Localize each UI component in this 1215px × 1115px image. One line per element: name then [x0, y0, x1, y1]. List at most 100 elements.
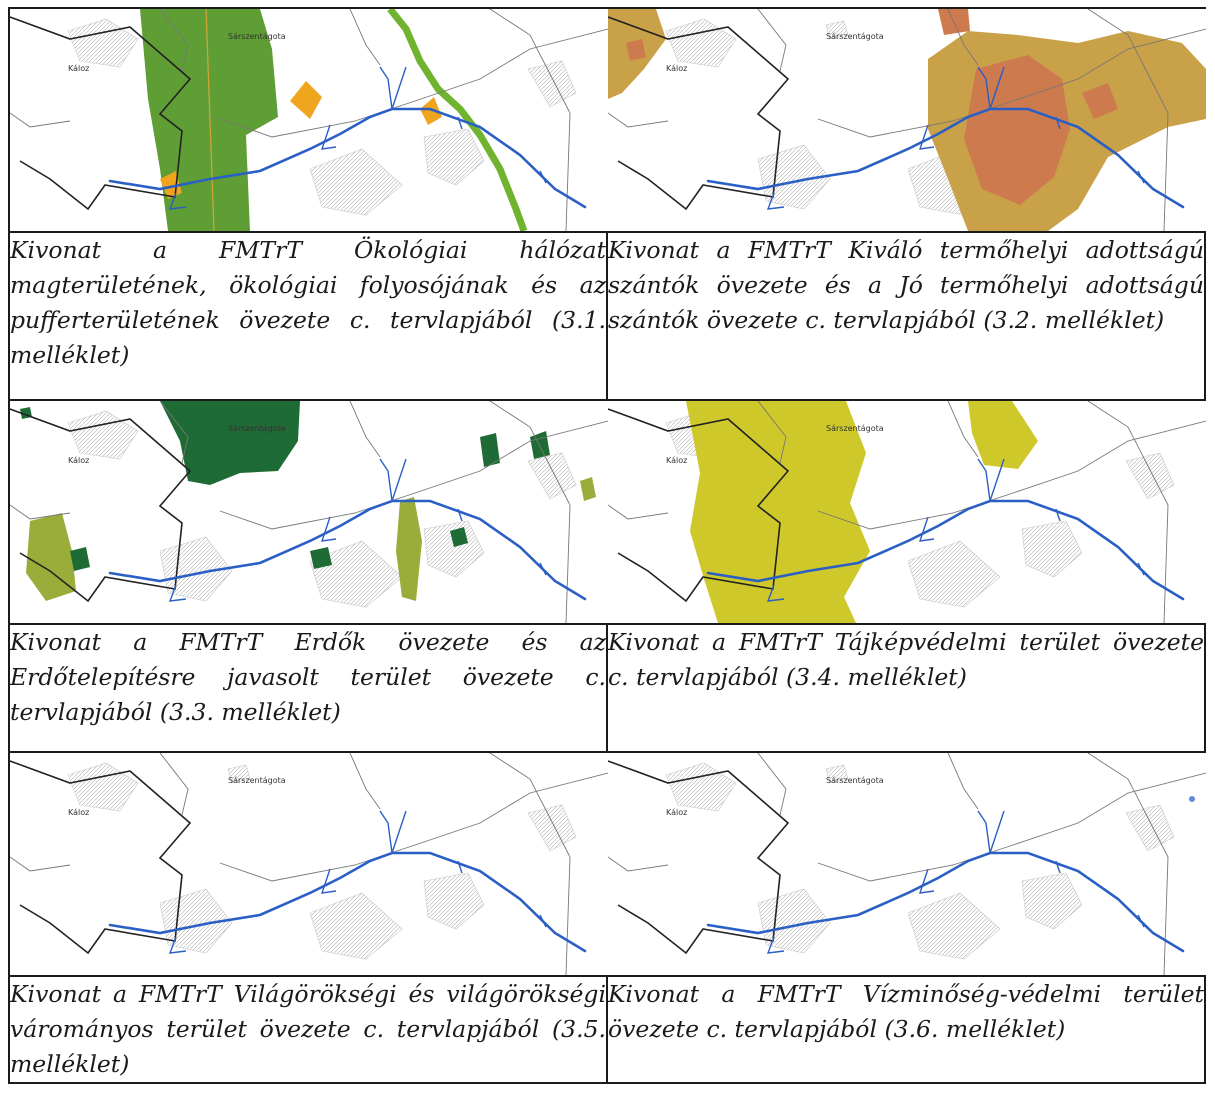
- boundary-line: [159, 9, 189, 72]
- water-protection-map-cell: Sárszentágota Káloz: [606, 751, 1206, 977]
- road-junction-line: [391, 810, 407, 854]
- town-label-sarszentagota: Sárszentágota: [228, 776, 286, 785]
- settlement-hatch-area: [67, 18, 139, 68]
- road-main-line: [108, 499, 587, 601]
- arable-land-map: Sárszentágota Káloz: [608, 9, 1206, 231]
- landscape-protection-area: [968, 401, 1038, 469]
- boundary-line: [219, 420, 608, 530]
- settlement-hatch-area: [227, 764, 251, 784]
- arable-land-map-cell: Sárszentágota Káloz: [606, 7, 1206, 233]
- road-junction-line: [379, 66, 393, 110]
- road-junction-line: [539, 170, 547, 184]
- road-junction-line: [1137, 170, 1145, 184]
- ecological-corridor-strip: [387, 9, 528, 231]
- road-junction-line: [1137, 914, 1145, 928]
- settlement-hatch-area: [757, 888, 831, 954]
- town-label-kaloz: Káloz: [666, 456, 687, 465]
- boundary-line: [349, 9, 381, 66]
- road-junction-line: [989, 66, 1005, 110]
- boundary-line: [608, 504, 669, 520]
- boundary-line: [608, 16, 790, 211]
- road-junction-line: [539, 562, 547, 576]
- town-label-kaloz: Káloz: [68, 808, 89, 817]
- road-junction-line: [391, 458, 407, 502]
- boundary-line: [757, 753, 787, 816]
- forest-patch: [530, 431, 550, 459]
- settlement-hatch-area: [423, 520, 485, 578]
- town-label-sarszentagota: Sárszentágota: [228, 32, 286, 41]
- settlement-hatch-area: [309, 540, 403, 608]
- boundary-line: [947, 401, 979, 458]
- road-main-line: [108, 851, 587, 953]
- road-junction-line: [766, 192, 785, 210]
- arable-land-caption: Kivonat a FMTrT Kiváló termőhelyi adotts…: [608, 236, 1204, 334]
- road-junction-line: [457, 116, 463, 130]
- settlement-hatch-area: [1125, 804, 1175, 852]
- boundary-line: [1087, 9, 1169, 231]
- settlement-hatch-area: [665, 18, 737, 68]
- road-junction-line: [918, 516, 935, 542]
- boundary-line: [10, 16, 192, 211]
- ecological-network-map-cell: Sárszentágota Káloz: [8, 7, 608, 233]
- boundary-line: [10, 504, 71, 520]
- boundary-line: [219, 772, 608, 882]
- road-junction-line: [766, 936, 785, 954]
- settlement-hatch-area: [825, 20, 849, 40]
- road-junction-line: [391, 66, 407, 110]
- settlement-hatch-area: [67, 410, 139, 460]
- boundary-line: [817, 420, 1206, 530]
- road-junction-line: [168, 192, 187, 210]
- road-junction-line: [977, 66, 991, 110]
- town-label-sarszentagota: Sárszentágota: [826, 776, 884, 785]
- forest-patch: [310, 547, 332, 569]
- boundary-line: [489, 9, 571, 231]
- road-junction-line: [989, 458, 1005, 502]
- settlement-hatch-area: [757, 144, 831, 210]
- boundary-line: [608, 112, 669, 128]
- boundary-line: [608, 856, 669, 872]
- boundary-line: [489, 753, 571, 975]
- settlement-hatch-area: [1021, 872, 1083, 930]
- forest-zone-map: Sárszentágota Káloz: [10, 401, 608, 623]
- ecological-buffer-area: [290, 81, 322, 119]
- town-label-kaloz: Káloz: [68, 64, 89, 73]
- boundary-line: [1087, 401, 1169, 623]
- water-protection-map: Sárszentágota Káloz: [608, 753, 1206, 975]
- world-heritage-map-cell: Sárszentágota Káloz: [8, 751, 608, 977]
- ecological-network-caption-cell: Kivonat a FMTrT Ökológiai hálózat magter…: [8, 231, 608, 401]
- boundary-line: [219, 28, 608, 138]
- settlement-hatch-area: [1125, 452, 1175, 500]
- road-junction-line: [457, 508, 463, 522]
- landscape-protection-caption: Kivonat a FMTrT Tájképvédelmi terület öv…: [608, 628, 1204, 691]
- settlement-hatch-area: [309, 148, 403, 216]
- afforestation-patch: [580, 477, 596, 501]
- road-junction-line: [539, 914, 547, 928]
- town-label-sarszentagota: Sárszentágota: [228, 424, 286, 433]
- water-protection-caption: Kivonat a FMTrT Vízminőség-védelmi terül…: [608, 980, 1204, 1043]
- settlement-hatch-area: [527, 804, 577, 852]
- road-junction-line: [918, 124, 935, 150]
- road-junction-line: [320, 868, 337, 894]
- settlement-hatch-area: [309, 892, 403, 960]
- road-junction-line: [1055, 508, 1061, 522]
- world-heritage-caption-cell: Kivonat a FMTrT Világörökségi és világör…: [8, 975, 608, 1084]
- boundary-line: [757, 9, 787, 72]
- arable-land-caption-cell: Kivonat a FMTrT Kiváló termőhelyi adotts…: [606, 231, 1206, 401]
- boundary-line: [10, 760, 192, 955]
- road-junction-line: [379, 810, 393, 854]
- forest-patch: [70, 547, 90, 571]
- settlement-hatch-area: [527, 60, 577, 108]
- ecological-network-map: Sárszentágota Káloz: [10, 9, 608, 231]
- town-label-sarszentagota: Sárszentágota: [826, 424, 884, 433]
- landscape-protection-map-cell: Sárszentágota Káloz: [606, 399, 1206, 625]
- boundary-line: [947, 9, 979, 66]
- forest-zone-map-cell: Sárszentágota Káloz: [8, 399, 608, 625]
- road-main-line: [706, 499, 1185, 601]
- town-label-kaloz: Káloz: [666, 808, 687, 817]
- boundary-line: [817, 28, 1206, 138]
- road-junction-line: [379, 458, 393, 502]
- road-main-line: [706, 107, 1185, 209]
- forest-patch: [480, 433, 500, 467]
- world-heritage-map: Sárszentágota Káloz: [10, 753, 608, 975]
- world-heritage-caption: Kivonat a FMTrT Világörökségi és világör…: [10, 980, 606, 1078]
